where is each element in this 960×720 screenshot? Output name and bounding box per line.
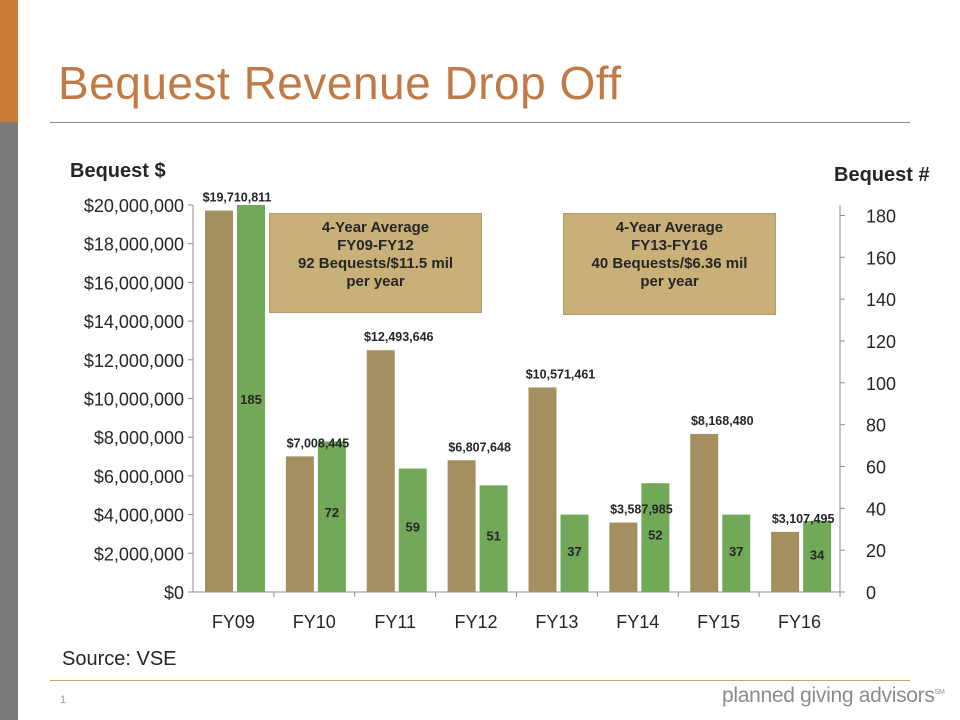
right-axis-tick-label: 40 (866, 499, 886, 519)
count-data-label: 52 (648, 527, 662, 542)
right-axis-tick-label: 180 (866, 206, 896, 226)
x-axis-category-label: FY12 (455, 612, 498, 632)
brand-service-mark: SM (934, 689, 945, 696)
annotation-line: per year (346, 273, 405, 290)
dollars-data-label: $6,807,648 (448, 440, 511, 454)
dollars-bar (447, 460, 476, 592)
left-axis-tick-label: $12,000,000 (84, 351, 184, 371)
dollars-bar (205, 210, 233, 592)
right-axis-tick-label: 140 (866, 290, 896, 310)
count-data-label: 34 (810, 547, 825, 562)
dollars-data-label: $7,008,445 (287, 436, 350, 450)
annotation-line: 4-Year Average (321, 219, 430, 236)
left-axis-title: Bequest $ (70, 160, 166, 182)
x-axis-category-label: FY09 (212, 612, 255, 632)
count-data-label: 37 (567, 544, 581, 559)
dollars-data-label: $3,107,495 (772, 512, 835, 526)
left-axis-tick-label: $14,000,000 (84, 312, 184, 332)
left-axis-tick-label: $6,000,000 (94, 467, 184, 487)
slide-title: Bequest Revenue Drop Off (58, 57, 622, 109)
count-data-label: 72 (325, 505, 339, 520)
left-axis-tick-label: $16,000,000 (84, 273, 184, 293)
dollars-data-label: $12,493,646 (364, 330, 434, 344)
brand-logo: planned giving advisorsSM (722, 684, 945, 708)
footer-divider (50, 680, 910, 681)
dollars-bar (609, 522, 638, 592)
dollars-bar (528, 387, 557, 592)
x-axis-category-label: FY15 (697, 612, 740, 632)
right-axis-tick-label: 20 (866, 541, 886, 561)
annotation-box-fy09-fy12: 4-Year Average FY09-FY12 92 Bequests/$11… (269, 213, 482, 313)
left-axis-tick-label: $10,000,000 (84, 390, 184, 410)
count-data-label: 59 (406, 520, 420, 535)
accent-bar (0, 0, 18, 122)
count-bar (317, 441, 346, 592)
left-axis-tick-label: $0 (164, 583, 184, 603)
right-axis-tick-label: 0 (866, 583, 876, 603)
brand-name: planned giving advisors (722, 684, 935, 707)
count-bar (722, 514, 751, 592)
count-bar (641, 483, 670, 592)
count-bar (560, 514, 589, 592)
count-bar (398, 468, 427, 592)
dollars-bar (366, 350, 395, 592)
annotation-line: FY13-FY16 (631, 237, 708, 254)
right-axis-tick-label: 120 (866, 332, 896, 352)
dollars-bar (285, 456, 314, 592)
count-data-label: 37 (729, 544, 743, 559)
x-axis-category-label: FY10 (293, 612, 336, 632)
dollars-bar (771, 531, 800, 592)
annotation-line: FY09-FY12 (337, 237, 414, 254)
annotation-line: 92 Bequests/$11.5 mil (297, 255, 454, 272)
page-number: 1 (60, 694, 67, 706)
dollars-bar (690, 433, 719, 592)
left-axis-tick-label: $8,000,000 (94, 428, 184, 448)
left-axis-tick-label: $18,000,000 (84, 235, 184, 255)
count-bar (237, 205, 265, 592)
dollars-data-label: $3,587,985 (610, 503, 673, 517)
left-axis-tick-label: $20,000,000 (84, 196, 184, 216)
x-axis-category-label: FY16 (778, 612, 821, 632)
annotation-line: 40 Bequests/$6.36 mil (591, 255, 748, 272)
side-bar (0, 122, 18, 720)
annotation-line: 4-Year Average (615, 219, 724, 236)
annotation-box-fy13-fy16: 4-Year Average FY13-FY16 40 Bequests/$6.… (563, 213, 776, 315)
right-axis-tick-label: 160 (866, 248, 896, 268)
count-bar (803, 520, 832, 592)
x-axis-category-label: FY14 (616, 612, 659, 632)
left-axis-tick-label: $4,000,000 (94, 506, 184, 526)
annotation-line: per year (640, 273, 699, 290)
right-axis-tick-label: 100 (866, 374, 896, 394)
title-divider (50, 122, 910, 123)
right-axis-tick-label: 60 (866, 457, 886, 477)
x-axis-category-label: FY13 (535, 612, 578, 632)
dollars-data-label: $10,571,461 (526, 367, 596, 381)
count-bar (479, 485, 508, 592)
dollars-data-label: $8,168,480 (691, 414, 754, 428)
right-axis-title: Bequest # (834, 164, 930, 186)
source-note: Source: VSE (62, 648, 177, 670)
count-data-label: 51 (486, 528, 500, 543)
count-data-label: 185 (240, 392, 262, 407)
x-axis-category-label: FY11 (374, 612, 416, 632)
left-axis-tick-label: $2,000,000 (94, 544, 184, 564)
dollars-data-label: $19,710,811 (203, 191, 272, 205)
right-axis-tick-label: 80 (866, 416, 886, 436)
